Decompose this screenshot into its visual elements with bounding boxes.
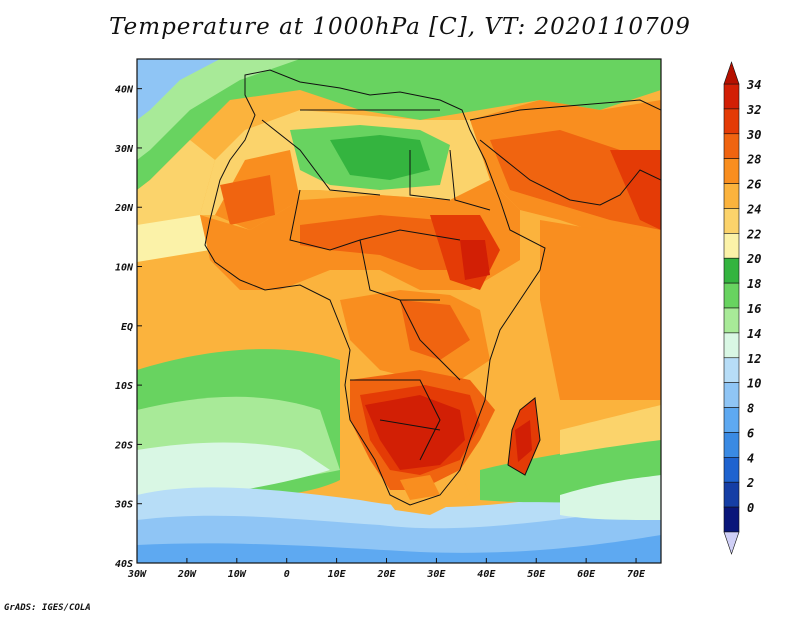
lon-tick-label: 20W bbox=[177, 569, 197, 580]
lon-tick-label: 30E bbox=[426, 569, 446, 580]
colorbar-under-arrow bbox=[723, 531, 740, 555]
colorbar-label: 30 bbox=[746, 128, 761, 142]
lat-tick-label: 10S bbox=[115, 381, 133, 392]
lon-tick-label: 70E bbox=[627, 569, 646, 580]
colorbar-swatch bbox=[723, 282, 740, 309]
colorbar-swatch bbox=[723, 257, 740, 284]
lat-tick-label: 20S bbox=[114, 440, 133, 451]
colorbar-label: 32 bbox=[746, 103, 761, 117]
lon-tick-label: 50E bbox=[527, 569, 546, 580]
colorbar-swatch bbox=[723, 382, 740, 408]
colorbar-label: 10 bbox=[747, 377, 761, 391]
colorbar-swatch bbox=[723, 133, 740, 159]
colorbar-swatch bbox=[723, 183, 740, 209]
colorbar-swatch bbox=[723, 83, 740, 110]
lat-tick-label: 20N bbox=[114, 203, 134, 214]
lat-tick-label: 40N bbox=[115, 85, 134, 96]
lon-tick-label: 10E bbox=[328, 569, 347, 580]
lat-tick-label: 30N bbox=[114, 144, 134, 155]
colorbar-label: 12 bbox=[747, 352, 761, 366]
colorbar-swatch bbox=[723, 208, 740, 234]
colorbar-swatch bbox=[723, 332, 740, 359]
lon-tick-label: 30W bbox=[127, 569, 147, 580]
colorbar-label: 6 bbox=[747, 426, 754, 440]
colorbar-label: 22 bbox=[746, 227, 761, 241]
colorbar-label: 0 bbox=[747, 501, 754, 515]
colorbar-over-arrow bbox=[723, 61, 740, 85]
grads-credit: GrADS: IGES/COLA bbox=[4, 603, 91, 613]
colorbar-label: 4 bbox=[747, 451, 754, 465]
colorbar-label: 26 bbox=[746, 178, 761, 192]
colorbar-label: 28 bbox=[746, 153, 761, 167]
colorbar-label: 2 bbox=[746, 476, 754, 490]
map-border bbox=[136, 58, 662, 564]
colorbar-swatch bbox=[723, 457, 740, 483]
colorbar-label: 18 bbox=[747, 277, 761, 291]
colorbar-swatch bbox=[723, 407, 740, 433]
colorbar-label: 14 bbox=[747, 327, 761, 341]
colorbar-swatch bbox=[723, 307, 740, 334]
colorbar-label: 34 bbox=[746, 78, 761, 92]
coastline-outline bbox=[204, 69, 661, 506]
lat-tick-label: EQ bbox=[121, 322, 133, 333]
colorbar-label: 20 bbox=[746, 252, 761, 266]
colorbar-swatch bbox=[723, 357, 740, 383]
longitude-axis: 30W 20W 10W 0 10E 20E 30E 40E 50E 60E 70E bbox=[127, 558, 646, 580]
lon-tick-label: 60E bbox=[577, 569, 596, 580]
lat-tick-label: 30S bbox=[114, 500, 133, 511]
lat-tick-label: 10N bbox=[115, 263, 134, 274]
colorbar-swatch bbox=[723, 108, 740, 135]
lon-tick-label: 0 bbox=[284, 569, 290, 580]
temperature-field bbox=[137, 59, 661, 563]
colorbar-label: 16 bbox=[747, 302, 761, 316]
lon-tick-label: 10W bbox=[228, 569, 247, 580]
lat-tick-label: 40S bbox=[115, 559, 133, 570]
latitude-axis: 40N 30N 20N 10N EQ 10S 20S 30S 40S bbox=[114, 85, 142, 570]
colorbar-label: 24 bbox=[746, 202, 761, 216]
colorbar-swatch bbox=[723, 481, 740, 508]
lon-tick-label: 40E bbox=[477, 569, 496, 580]
colorbar-swatch bbox=[723, 432, 740, 458]
colorbar-swatch bbox=[723, 158, 740, 184]
colorbar-swatch bbox=[723, 506, 740, 533]
colorbar-swatch bbox=[723, 233, 740, 259]
lon-tick-label: 20E bbox=[376, 569, 396, 580]
map-title: Temperature at 1000hPa [C], VT: 20201107… bbox=[109, 14, 691, 40]
colorbar-label: 8 bbox=[747, 402, 754, 416]
